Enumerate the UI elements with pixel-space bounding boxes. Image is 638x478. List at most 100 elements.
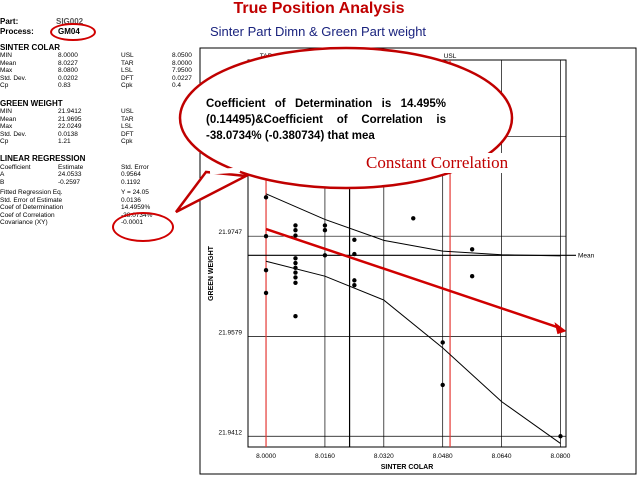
data-point	[293, 223, 298, 228]
reg-stat-value: Y = 24.05	[121, 189, 149, 196]
data-point	[263, 268, 269, 273]
y-tick-label: 21.9579	[219, 330, 243, 337]
report-panel: Part: SIG002 Process: GM04 SINTER COLAR …	[0, 18, 200, 478]
data-point	[263, 290, 269, 296]
reg-col-stderror: Std. Error	[121, 164, 149, 171]
x-tick-label: 8.0640	[492, 453, 512, 460]
green-stat-label: USL	[121, 108, 134, 115]
x-tick-label: 8.0000	[256, 453, 276, 460]
sinter-stat-value: 0.4	[172, 82, 182, 90]
confidence-band-lower	[265, 260, 561, 444]
data-point	[293, 275, 298, 280]
reg-stat-label: Coef of Determination	[0, 204, 64, 212]
reg-coef-estimate: -0.2597	[58, 178, 81, 186]
green-heading: GREEN WEIGHT	[0, 99, 63, 108]
chart-frame	[199, 47, 637, 475]
green-stat-value: 1.21	[58, 138, 71, 146]
x-tick-label: 8.0160	[315, 453, 335, 460]
callout-pointer	[175, 170, 251, 214]
sinter-stat-label: Max	[0, 67, 13, 75]
sinter-stat-label: Cpk	[121, 82, 133, 90]
green-stat-label: MIN	[0, 108, 12, 115]
process-highlight-oval	[50, 23, 96, 41]
reg-stat-label: Fitted Regression Eq.	[0, 189, 63, 196]
reg-coef-stderror: 0.1192	[121, 178, 141, 186]
data-point	[293, 265, 298, 271]
data-point	[293, 270, 298, 275]
sinter-stat-label: MIN	[0, 52, 12, 59]
sinter-stat-label: LSL	[121, 67, 133, 75]
regression-line	[265, 227, 561, 330]
data-point	[293, 260, 298, 266]
mean-label: Mean	[578, 252, 595, 259]
data-point	[263, 195, 269, 200]
x-axis-label: SINTER COLAR	[381, 464, 434, 471]
green-stat-value: 21.9695	[58, 115, 82, 123]
reg-col-coefficient: Coefficient	[0, 164, 31, 171]
data-point	[322, 228, 328, 233]
green-stat-value: 22.0249	[58, 123, 82, 131]
confidence-band-upper	[265, 193, 561, 257]
sinter-stat-value: 0.83	[58, 82, 71, 90]
data-point	[352, 237, 357, 242]
sinter-stat-value: 0.0202	[58, 74, 78, 82]
sinter-stat-value: 7.9500	[172, 67, 192, 75]
data-point	[352, 251, 357, 257]
sinter-stat-label: Std. Dev.	[0, 74, 27, 82]
reg-stat-value: 14.4959%	[121, 204, 151, 212]
sinter-stat-value: 8.0227	[58, 59, 78, 67]
regression-arrowhead	[554, 322, 567, 335]
regression-heading: LINEAR REGRESSION	[0, 154, 86, 163]
sinter-stat-value: 8.0000	[58, 52, 78, 59]
data-point	[293, 314, 298, 319]
sinter-stat-value: 8.0500	[172, 52, 192, 59]
data-point	[469, 273, 475, 279]
sinter-stat-label: Mean	[0, 59, 17, 67]
slide-title: True Position Analysis	[233, 0, 405, 17]
slide-subtitle: Sinter Part Dimn & Green Part weight	[210, 24, 427, 39]
y-tick-label: 21.9412	[219, 429, 243, 436]
sinter-stat-label: Cp	[0, 82, 9, 90]
callout-joint	[209, 167, 241, 175]
constant-correlation-label: Constant Correlation	[364, 153, 511, 173]
data-point	[352, 278, 357, 283]
data-point	[469, 247, 475, 252]
green-stat-label: LSL	[121, 123, 133, 131]
data-point	[322, 223, 328, 228]
y-axis-label: GREEN WEIGHT	[208, 245, 215, 301]
reg-col-estimate: Estimate	[58, 164, 84, 171]
y-tick-label: 21.9747	[219, 229, 243, 236]
part-label: Part:	[0, 17, 19, 26]
sinter-stat-value: 8.0800	[58, 67, 78, 75]
reg-coef-label: A	[0, 171, 5, 178]
green-stat-label: Cpk	[121, 138, 133, 146]
data-point	[440, 382, 445, 388]
data-point	[293, 280, 298, 285]
sinter-stat-value: 0.0227	[172, 74, 192, 82]
usl-label: USL	[444, 53, 457, 60]
green-stat-label: TAR	[121, 115, 134, 123]
data-point	[352, 282, 357, 288]
sinter-stat-value: 8.0000	[172, 59, 192, 67]
data-point	[558, 434, 563, 439]
green-stat-label: Max	[0, 123, 13, 131]
sinter-heading: SINTER COLAR	[0, 43, 60, 52]
data-point	[293, 256, 298, 261]
green-stat-label: Cp	[0, 138, 9, 146]
correlation-highlight-oval	[112, 212, 174, 242]
green-stat-label: Std. Dev.	[0, 130, 27, 138]
part-value: SIG002	[56, 17, 84, 26]
process-label: Process:	[0, 27, 34, 36]
x-tick-label: 8.0480	[433, 453, 453, 460]
reg-coef-stderror: 0.9564	[121, 171, 141, 178]
reg-stat-label: Std. Error of Estimate	[0, 196, 63, 204]
reg-coef-label: B	[0, 178, 5, 186]
data-point	[293, 233, 298, 238]
x-tick-label: 8.0320	[374, 453, 394, 460]
data-point	[411, 216, 416, 221]
reg-stat-label: Coef of Correlation	[0, 211, 55, 219]
green-stat-value: 21.9412	[58, 108, 82, 115]
reg-coef-estimate: 24.0533	[58, 171, 82, 178]
reg-stat-label: Covariance (XY)	[0, 219, 48, 227]
